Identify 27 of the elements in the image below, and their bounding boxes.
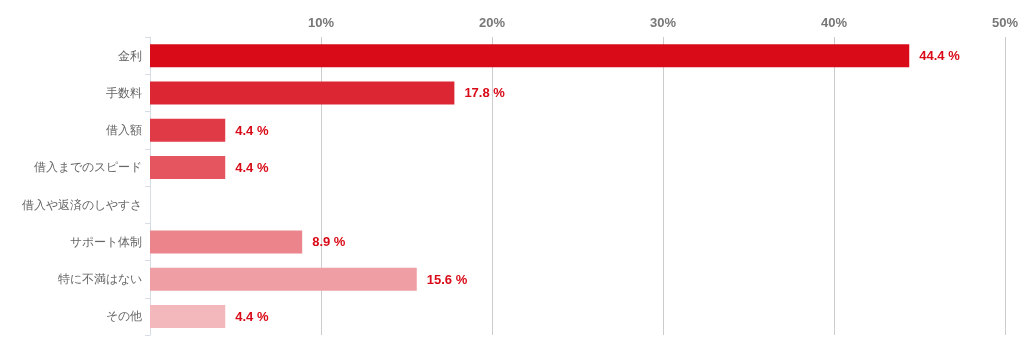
- data-label: 44.4 %: [919, 48, 961, 64]
- x-tick-label: 20%: [478, 15, 506, 30]
- data-label: 4.4 %: [235, 159, 269, 175]
- y-tick-label: 手数料: [106, 85, 142, 100]
- x-tick-label: 40%: [820, 15, 848, 30]
- data-label: 8.9 %: [312, 234, 346, 250]
- y-tick-label: 借入までのスピード: [34, 160, 142, 175]
- y-tick-label: その他: [106, 309, 142, 324]
- bar: [150, 155, 226, 179]
- y-tick-label: 借入や返済のしやすさ: [22, 197, 142, 212]
- bar: [150, 118, 226, 142]
- data-label: 4.4 %: [235, 308, 269, 324]
- bar: [150, 267, 417, 291]
- x-tick-label: 50%: [991, 15, 1019, 30]
- bar: [150, 81, 455, 105]
- y-tick-label: 特に不満はない: [58, 272, 142, 287]
- y-tick-label: サポート体制: [70, 234, 142, 249]
- bar: [150, 44, 910, 68]
- x-tick-label: 10%: [307, 15, 335, 30]
- data-label: 15.6 %: [426, 271, 468, 287]
- y-tick-label: 借入額: [106, 123, 142, 138]
- bar: [150, 230, 303, 254]
- x-tick-label: 30%: [649, 15, 677, 30]
- bar: [150, 304, 226, 328]
- data-label: 17.8 %: [464, 85, 506, 101]
- data-label: 4.4 %: [235, 122, 269, 138]
- y-tick-label: 金利: [118, 48, 142, 63]
